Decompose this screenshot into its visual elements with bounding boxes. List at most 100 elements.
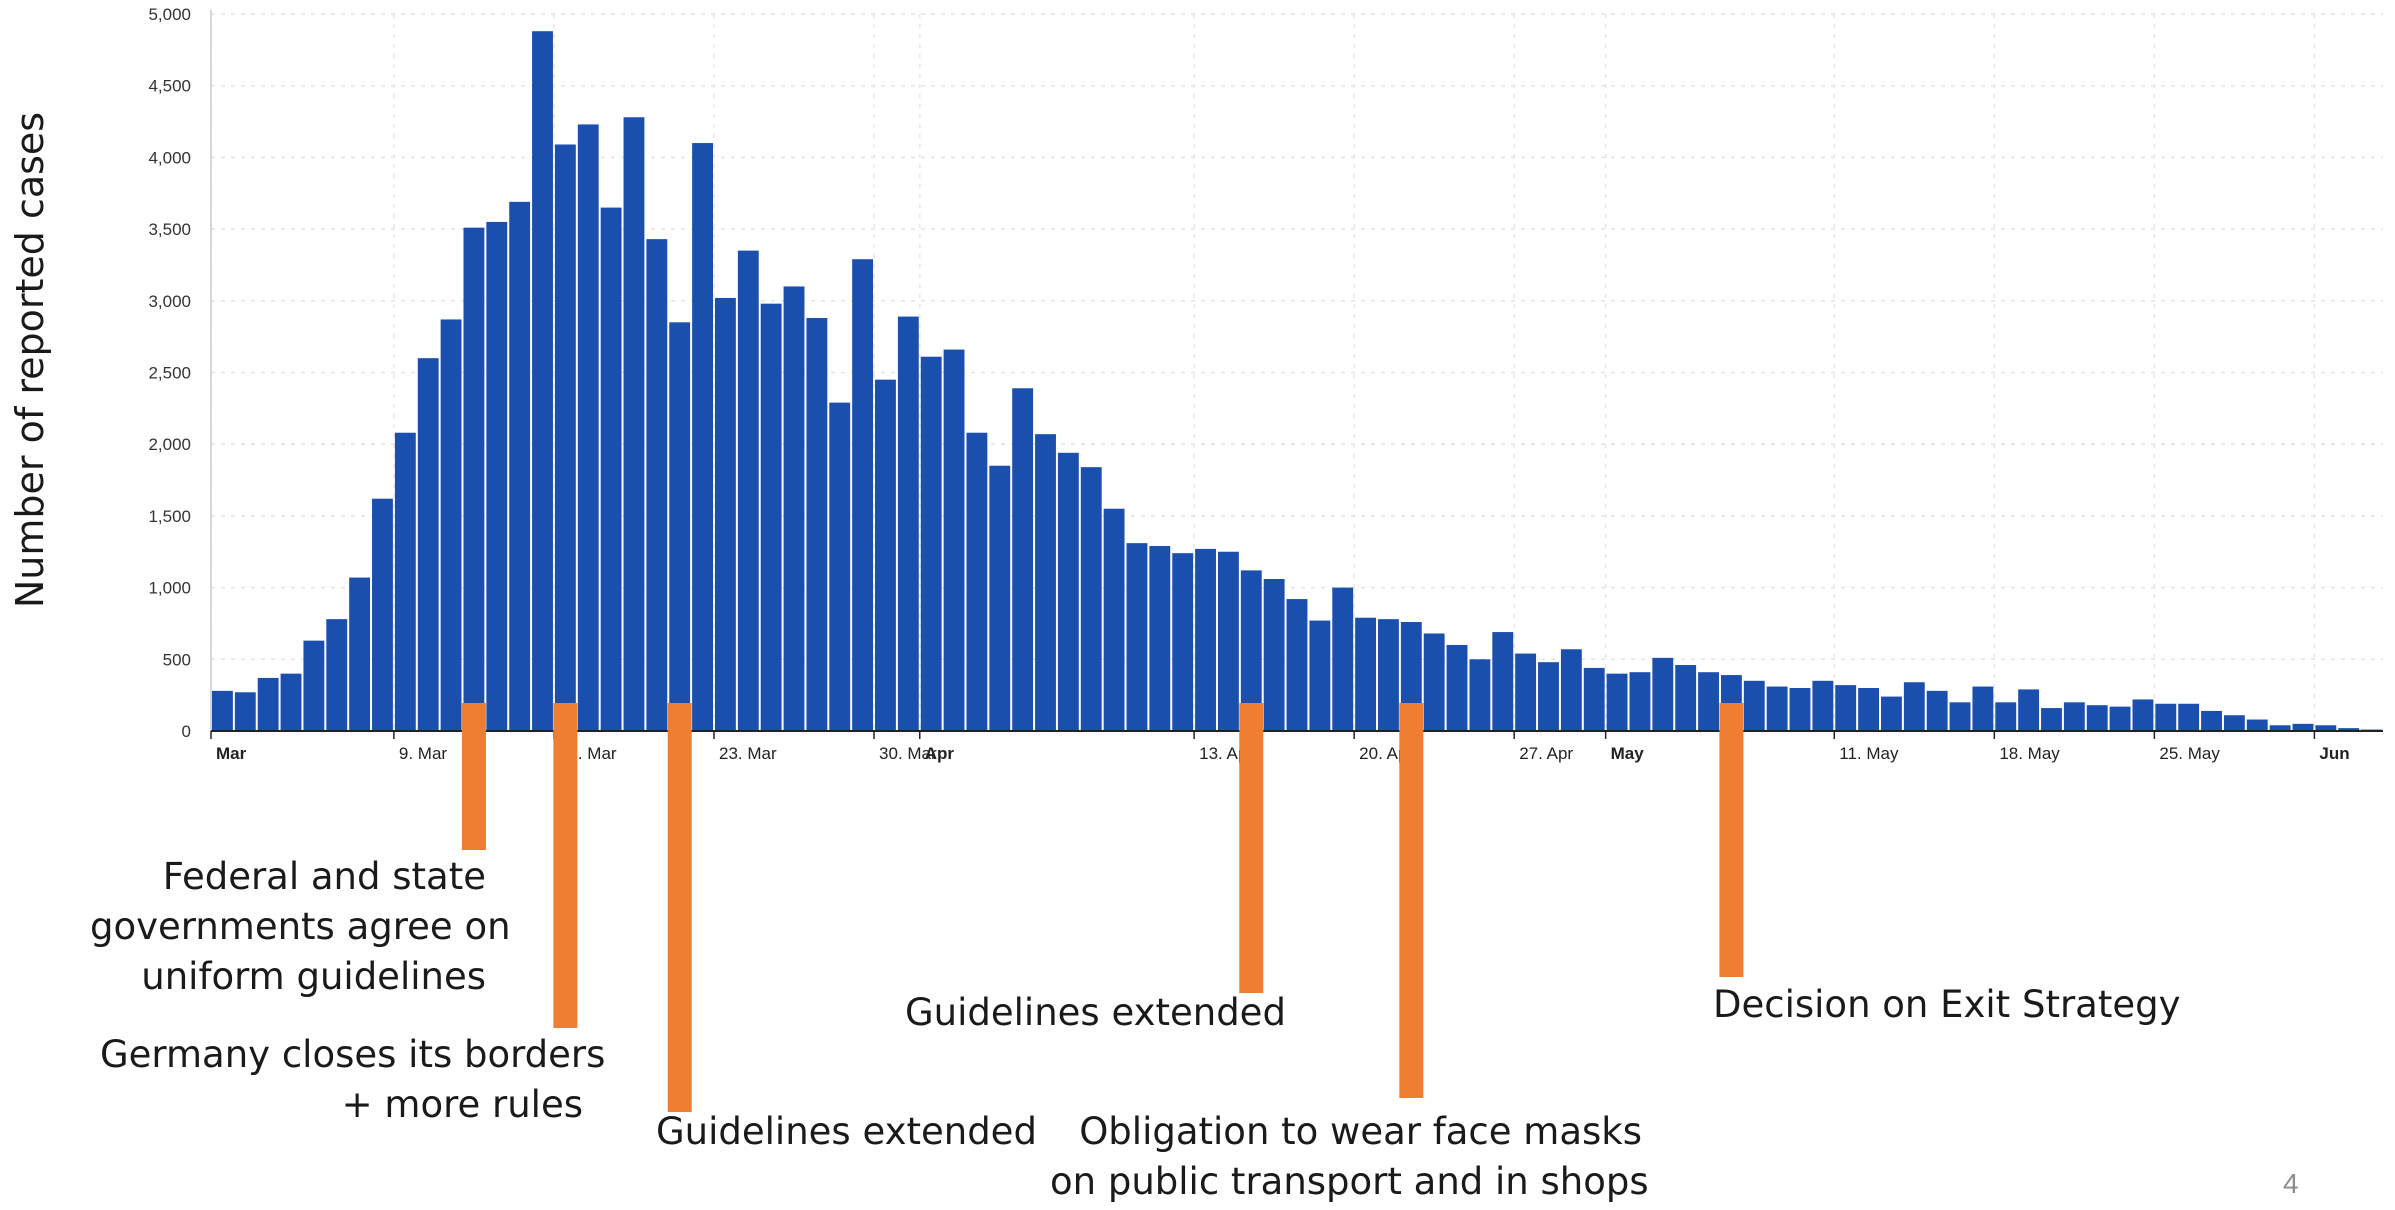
y-tick-label: 0 — [182, 722, 191, 741]
bar — [2109, 706, 2131, 731]
x-tick-label: Mar — [216, 744, 247, 763]
annotation-guidelines-extended-1: Guidelines extended — [656, 1107, 1037, 1157]
bar — [2269, 725, 2291, 731]
bar — [212, 690, 233, 731]
bar — [1949, 702, 1971, 731]
bar — [509, 201, 531, 731]
bar — [532, 31, 553, 731]
y-tick-label: 2,000 — [148, 435, 191, 454]
bar — [760, 303, 782, 731]
bar — [2223, 715, 2245, 731]
bar — [1515, 653, 1537, 731]
annotation-guidelines-extended-2: Guidelines extended — [905, 988, 1286, 1038]
bar — [326, 619, 348, 731]
bar — [1103, 508, 1125, 731]
bar — [1972, 686, 1994, 731]
bar — [2292, 723, 2314, 731]
annotation-marker — [461, 703, 486, 850]
bar — [806, 318, 828, 731]
bar — [2338, 728, 2360, 731]
bar — [1080, 467, 1102, 731]
bar — [1881, 696, 1902, 731]
annotation-line: Guidelines extended — [656, 1110, 1037, 1153]
annotation-line: governments agree on — [90, 905, 511, 948]
x-tick-label: 18. May — [1999, 744, 2060, 763]
bar — [440, 319, 462, 731]
x-tick-label: Jun — [2319, 744, 2349, 763]
bar — [1149, 546, 1171, 731]
bar — [989, 465, 1011, 731]
bar — [1629, 672, 1651, 731]
bar — [1240, 570, 1262, 731]
bar — [1560, 649, 1582, 731]
annotation-marker — [667, 703, 692, 1112]
bar — [1743, 680, 1765, 731]
bar — [1035, 434, 1056, 731]
bar — [372, 498, 393, 731]
bar — [783, 286, 805, 731]
bar — [1423, 633, 1445, 731]
annotation-line: Obligation to wear face masks — [1079, 1110, 1642, 1153]
bar — [2132, 699, 2154, 731]
annotation-line: Guidelines extended — [905, 991, 1286, 1034]
annotation-marker — [1239, 703, 1264, 993]
bar — [897, 316, 919, 731]
bar — [2246, 719, 2268, 731]
bar — [1835, 685, 1857, 731]
bar — [2041, 708, 2062, 731]
bar — [2086, 705, 2108, 731]
y-tick-label: 1,000 — [148, 579, 191, 598]
bar — [1286, 599, 1308, 731]
bar — [875, 379, 896, 731]
bar — [646, 239, 668, 731]
annotation-face-masks: Obligation to wear face masks on public … — [1050, 1107, 1649, 1207]
x-tick-label: 30. Mar — [879, 744, 937, 763]
bar — [1012, 388, 1034, 731]
bar — [303, 640, 325, 731]
bar — [1858, 687, 1880, 731]
bar — [577, 124, 599, 732]
bar — [1057, 452, 1079, 731]
bar — [257, 677, 279, 731]
bar — [1698, 672, 1719, 731]
x-tick-label: 11. May — [1839, 744, 1899, 763]
bar — [943, 349, 965, 731]
bar — [1926, 690, 1948, 731]
bar — [486, 221, 508, 731]
bar — [394, 432, 416, 731]
annotation-line: uniform guidelines — [141, 955, 486, 998]
bar — [852, 259, 874, 731]
bar — [600, 207, 622, 732]
bar — [1652, 657, 1674, 731]
x-tick-label: 9. Mar — [399, 744, 448, 763]
y-tick-label: 4,000 — [148, 148, 191, 167]
x-tick-label: 23. Mar — [719, 744, 777, 763]
bar — [692, 143, 713, 731]
bar — [2315, 725, 2337, 731]
y-tick-label: 1,500 — [148, 507, 191, 526]
bar — [1126, 543, 1148, 731]
bar — [1469, 659, 1491, 731]
annotation-marker — [1719, 703, 1744, 977]
bar — [1903, 682, 1925, 731]
y-tick-label: 500 — [163, 650, 191, 669]
bar — [2201, 710, 2222, 731]
bar — [1309, 620, 1331, 731]
bar — [714, 297, 736, 731]
annotation-line: on public transport and in shops — [1050, 1160, 1649, 1203]
y-tick-label: 2,500 — [148, 364, 191, 383]
bar — [554, 144, 576, 731]
page-number: 4 — [2283, 1168, 2299, 1199]
annotation-marker — [1399, 703, 1424, 1098]
bar — [2018, 689, 2040, 731]
bar — [1583, 667, 1605, 731]
bar — [1538, 662, 1559, 731]
bar — [1332, 587, 1354, 731]
x-tick-label: 27. Apr — [1519, 744, 1573, 763]
bar — [623, 117, 645, 732]
bar — [1606, 673, 1628, 731]
bar — [1378, 619, 1399, 731]
bar — [737, 250, 759, 732]
